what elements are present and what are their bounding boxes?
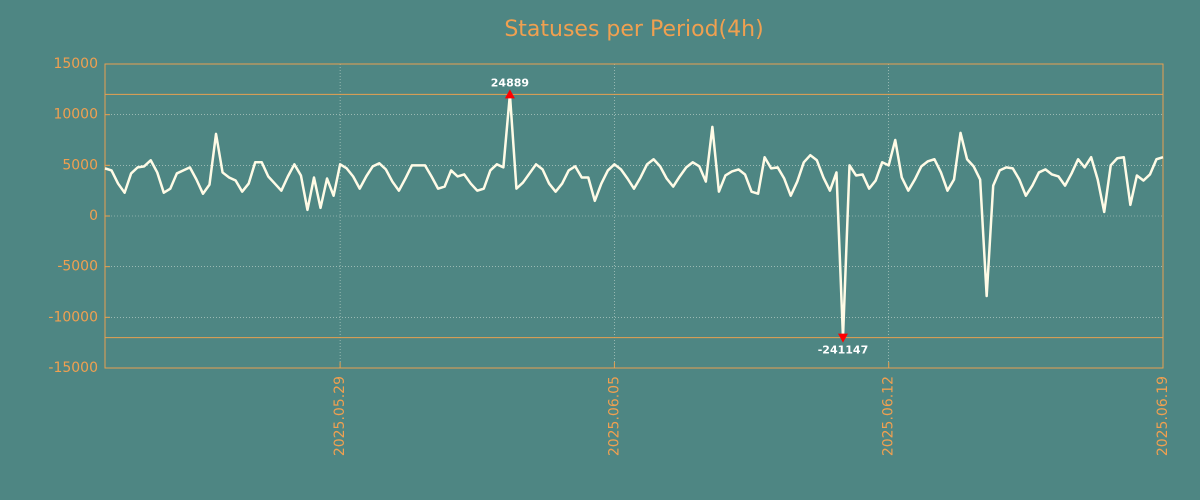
extreme-marker	[837, 333, 848, 343]
y-tick-label: 0	[89, 208, 98, 224]
x-tick-label: 2025.06.19	[1155, 376, 1171, 456]
plot-frame	[104, 63, 1164, 369]
y-tick-label: -15000	[48, 360, 98, 376]
x-tick-label: 2025.06.05	[606, 376, 622, 456]
y-tick-label: -10000	[48, 309, 98, 325]
y-tick-label: 10000	[53, 107, 98, 123]
y-tick-label: 15000	[53, 56, 98, 72]
y-tick-label: -5000	[57, 259, 98, 275]
y-tick-label: 5000	[62, 157, 98, 173]
series-line	[104, 93, 1164, 339]
chart-title: Statuses per Period(4h)	[504, 17, 763, 42]
extreme-marker	[504, 89, 515, 99]
data-label: 24889	[491, 76, 529, 89]
x-tick-label: 2025.05.29	[332, 376, 348, 456]
data-label: -241147	[818, 344, 869, 357]
x-tick-label: 2025.06.12	[881, 376, 897, 456]
